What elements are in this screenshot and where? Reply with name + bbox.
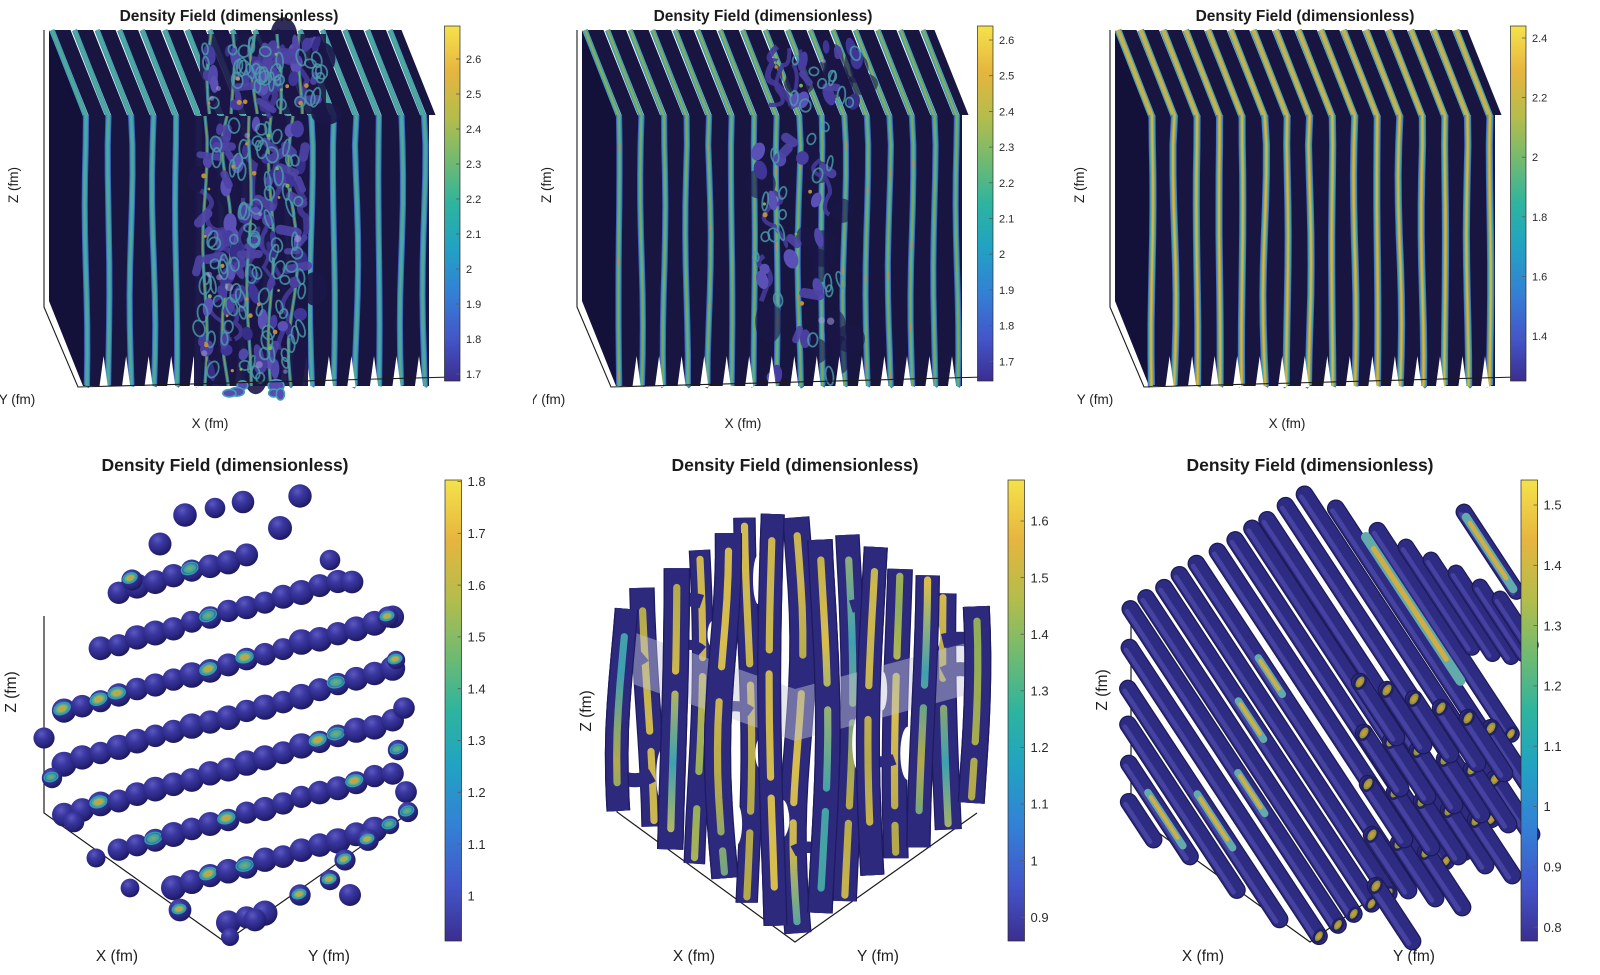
svg-text:1.5: 1.5	[1031, 570, 1049, 585]
svg-text:X (fm): X (fm)	[673, 948, 715, 965]
svg-text:2.2: 2.2	[1532, 93, 1547, 105]
svg-text:Z (fm): Z (fm)	[578, 690, 595, 731]
svg-text:1.6: 1.6	[468, 578, 486, 593]
svg-text:1: 1	[1031, 853, 1038, 868]
svg-text:1.5: 1.5	[468, 630, 486, 645]
svg-text:2.6: 2.6	[466, 54, 481, 66]
svg-text:1.8: 1.8	[466, 334, 481, 346]
svg-text:2.3: 2.3	[999, 142, 1014, 154]
svg-text:Density Field (dimensionless): Density Field (dimensionless)	[1196, 8, 1415, 25]
svg-text:0.8: 0.8	[1544, 920, 1562, 935]
svg-text:1.3: 1.3	[468, 733, 486, 748]
svg-text:2.3: 2.3	[466, 159, 481, 171]
svg-text:X (fm): X (fm)	[192, 416, 229, 431]
svg-text:X (fm): X (fm)	[725, 416, 762, 431]
svg-text:1: 1	[1544, 799, 1551, 814]
svg-text:Density Field (dimensionless): Density Field (dimensionless)	[654, 8, 873, 25]
svg-text:0.9: 0.9	[1031, 910, 1049, 925]
svg-text:1.4: 1.4	[468, 681, 486, 696]
svg-text:2.4: 2.4	[999, 106, 1014, 118]
svg-text:2.1: 2.1	[466, 229, 481, 241]
svg-text:1.9: 1.9	[466, 299, 481, 311]
svg-text:1.3: 1.3	[1544, 618, 1562, 633]
svg-text:1.5: 1.5	[1544, 498, 1562, 513]
svg-text:Y (fm): Y (fm)	[857, 948, 899, 965]
svg-text:Y (fm): Y (fm)	[308, 948, 350, 965]
svg-text:1.4: 1.4	[1031, 627, 1049, 642]
svg-text:Density Field (dimensionless): Density Field (dimensionless)	[1187, 455, 1434, 475]
svg-text:Z (fm): Z (fm)	[6, 167, 21, 203]
svg-text:Z (fm): Z (fm)	[3, 671, 20, 712]
svg-text:1.7: 1.7	[999, 356, 1014, 368]
svg-text:1.1: 1.1	[468, 837, 486, 852]
svg-text:X (fm): X (fm)	[1269, 416, 1306, 431]
svg-text:X (fm): X (fm)	[96, 948, 138, 965]
svg-text:2.4: 2.4	[466, 124, 481, 136]
svg-text:Y (fm): Y (fm)	[1393, 948, 1435, 965]
svg-text:1.3: 1.3	[1031, 684, 1049, 699]
svg-text:2.4: 2.4	[1532, 33, 1547, 45]
svg-text:Density Field (dimensionless): Density Field (dimensionless)	[102, 455, 349, 475]
svg-text:2.2: 2.2	[999, 178, 1014, 190]
svg-text:1: 1	[468, 889, 475, 904]
svg-text:Y (fm): Y (fm)	[1077, 392, 1114, 407]
svg-text:1.4: 1.4	[1532, 331, 1547, 343]
svg-text:0.9: 0.9	[1544, 860, 1562, 875]
svg-text:1.2: 1.2	[1031, 740, 1049, 755]
svg-text:Y (fm): Y (fm)	[533, 392, 565, 407]
svg-text:2.6: 2.6	[999, 35, 1014, 47]
svg-text:1.7: 1.7	[468, 526, 486, 541]
svg-text:2.5: 2.5	[466, 89, 481, 101]
svg-text:1.2: 1.2	[468, 785, 486, 800]
svg-text:1.6: 1.6	[1532, 271, 1547, 283]
svg-text:Density Field (dimensionless): Density Field (dimensionless)	[672, 455, 919, 475]
svg-text:1.7: 1.7	[466, 369, 481, 381]
svg-text:Density Field (dimensionless): Density Field (dimensionless)	[120, 8, 339, 25]
svg-text:1.4: 1.4	[1544, 558, 1562, 573]
svg-text:2: 2	[1532, 152, 1538, 164]
svg-text:1.2: 1.2	[1544, 679, 1562, 694]
svg-text:1.8: 1.8	[999, 321, 1014, 333]
svg-text:Y (fm): Y (fm)	[0, 392, 35, 407]
svg-text:1.8: 1.8	[1532, 212, 1547, 224]
svg-text:1.1: 1.1	[1031, 797, 1049, 812]
svg-text:2: 2	[466, 264, 472, 276]
svg-text:Z (fm): Z (fm)	[539, 167, 554, 203]
svg-text:X (fm): X (fm)	[1182, 948, 1224, 965]
svg-text:2.2: 2.2	[466, 194, 481, 206]
svg-text:1.1: 1.1	[1544, 739, 1562, 754]
svg-text:1.8: 1.8	[468, 474, 486, 489]
svg-text:1.6: 1.6	[1031, 514, 1049, 529]
svg-text:Z (fm): Z (fm)	[1094, 669, 1111, 710]
svg-text:2: 2	[999, 249, 1005, 261]
svg-text:1.9: 1.9	[999, 285, 1014, 297]
svg-text:2.1: 2.1	[999, 214, 1014, 226]
svg-text:2.5: 2.5	[999, 71, 1014, 83]
svg-text:Z (fm): Z (fm)	[1072, 167, 1087, 203]
